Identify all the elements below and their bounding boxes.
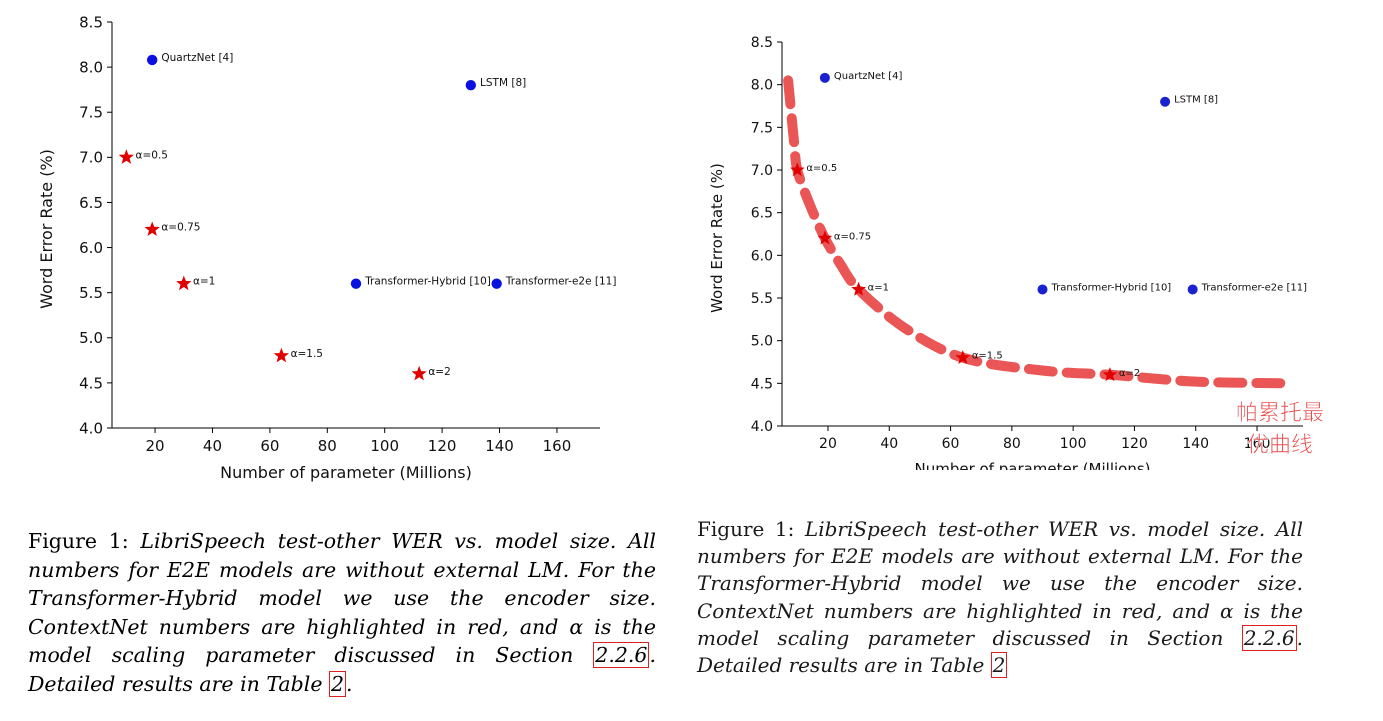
- data-label: Transformer-Hybrid [10]: [364, 276, 491, 288]
- data-point: [1102, 367, 1118, 382]
- x-tick-label: 20: [146, 437, 165, 455]
- data-point: [491, 278, 502, 289]
- data-label: α=2: [428, 366, 450, 378]
- figure-caption-right: Figure 1: LibriSpeech test-other WER vs.…: [697, 516, 1303, 679]
- section-ref-link[interactable]: 2.2.6: [593, 642, 650, 669]
- caption-end: .: [346, 671, 353, 696]
- x-tick-label: 80: [1003, 436, 1021, 452]
- y-tick-label: 6.0: [751, 248, 773, 264]
- data-label: LSTM [8]: [1174, 95, 1218, 106]
- data-label: α=1.5: [972, 351, 1003, 362]
- data-label: α=1.5: [291, 348, 323, 360]
- y-tick-label: 8.5: [751, 35, 773, 51]
- x-tick-label: 120: [1121, 436, 1148, 452]
- data-label: QuartzNet [4]: [161, 52, 233, 64]
- caption-prefix: Figure 1:: [697, 517, 795, 541]
- y-tick-label: 5.5: [79, 284, 103, 302]
- data-label: α=1: [193, 276, 215, 288]
- annotation-text-line1: 帕累托最: [1236, 401, 1324, 426]
- y-tick-label: 5.5: [751, 291, 773, 307]
- chart-left: 4.0 4.5 5.0 5.5 6.0 6.5 7.0 7.5 8.0 8.5 20 40 60 80 10…: [37, 13, 617, 482]
- data-point: [273, 347, 289, 363]
- data-label: α=1: [868, 282, 889, 293]
- section-ref-link[interactable]: 2.2.6: [1241, 624, 1297, 651]
- caption-prefix: Figure 1:: [28, 529, 129, 553]
- x-tick-label: 20: [819, 436, 837, 452]
- x-tick-label: 40: [880, 436, 898, 452]
- y-tick-label: 8.0: [751, 78, 773, 94]
- data-point: [1037, 284, 1048, 295]
- data-label: LSTM [8]: [480, 77, 526, 89]
- y-tick-label: 5.0: [79, 329, 103, 347]
- x-tick-label: 80: [318, 437, 337, 455]
- x-tick-label: 140: [485, 437, 514, 455]
- x-axis-label: Number of parameter (Millions): [914, 460, 1150, 470]
- x-tick-label: 60: [942, 436, 960, 452]
- y-tick-label: 4.0: [79, 419, 103, 437]
- data-label: α=0.5: [806, 163, 837, 174]
- table-ref-link[interactable]: 2: [329, 670, 347, 697]
- x-tick-label: 40: [203, 437, 222, 455]
- data-point: [118, 149, 134, 164]
- caption-body: LibriSpeech test-other WER vs. model siz…: [697, 517, 1303, 650]
- data-label: Transformer-e2e [11]: [505, 276, 617, 288]
- caption-body: LibriSpeech test-other WER vs. model siz…: [28, 529, 656, 668]
- caption-body-tail: . Detailed results are in Table: [28, 643, 656, 696]
- data-point: [817, 230, 833, 245]
- data-point: [176, 275, 192, 291]
- data-point: [955, 350, 971, 364]
- y-tick-label: 8.5: [79, 13, 103, 31]
- data-point: [1160, 96, 1171, 107]
- y-tick-label: 7.5: [751, 120, 773, 136]
- data-point: [790, 162, 805, 177]
- data-point: [350, 278, 362, 289]
- x-tick-label: 100: [370, 437, 399, 455]
- data-point: [819, 72, 830, 83]
- caption-body-tail: . Detailed results are in Table: [697, 625, 1303, 678]
- data-label: QuartzNet [4]: [834, 71, 903, 82]
- data-label: α=2: [1119, 368, 1140, 379]
- y-tick-label: 8.0: [79, 59, 103, 77]
- x-tick-label: 140: [1182, 436, 1209, 452]
- y-tick-label: 6.5: [751, 206, 773, 222]
- data-label: Transformer-e2e [11]: [1201, 282, 1307, 293]
- y-axis-label: Word Error Rate (%): [37, 149, 56, 309]
- table-ref-link[interactable]: 2: [990, 652, 1008, 679]
- data-point: [411, 365, 427, 381]
- data-point: [1187, 284, 1198, 295]
- y-tick-label: 7.0: [751, 163, 773, 179]
- y-tick-label: 4.5: [79, 374, 103, 392]
- data-label: α=0.75: [161, 222, 200, 234]
- y-tick-label: 6.0: [79, 239, 103, 257]
- annotation-text-line2: 优曲线: [1247, 433, 1313, 458]
- y-tick-label: 6.5: [79, 194, 103, 212]
- figure-caption-left: Figure 1: LibriSpeech test-other WER vs.…: [28, 527, 656, 699]
- x-tick-label: 160: [1244, 436, 1271, 452]
- x-tick-label: 120: [428, 437, 457, 455]
- data-point: [465, 79, 477, 91]
- y-tick-label: 4.0: [751, 419, 773, 435]
- y-axis-label: Word Error Rate (%): [708, 163, 726, 313]
- y-tick-label: 4.5: [751, 376, 773, 392]
- data-label: α=0.75: [834, 231, 871, 242]
- data-point: [851, 281, 866, 296]
- data-point: [144, 221, 160, 236]
- data-label: Transformer-Hybrid [10]: [1051, 282, 1172, 293]
- data-label: α=0.5: [136, 149, 168, 161]
- x-tick-label: 160: [543, 437, 572, 455]
- y-tick-label: 7.5: [79, 104, 103, 122]
- data-point: [146, 54, 158, 66]
- chart-right: 4.0 4.5 5.0 5.5 6.0 6.5 7.0 7.5 8.0 8.5 20 40 60 80 10…: [708, 35, 1324, 470]
- x-tick-label: 100: [1060, 436, 1087, 452]
- x-tick-label: 60: [260, 437, 279, 455]
- x-axis-label: Number of parameter (Millions): [220, 463, 472, 482]
- y-tick-label: 7.0: [79, 149, 103, 167]
- y-tick-label: 5.0: [751, 334, 773, 350]
